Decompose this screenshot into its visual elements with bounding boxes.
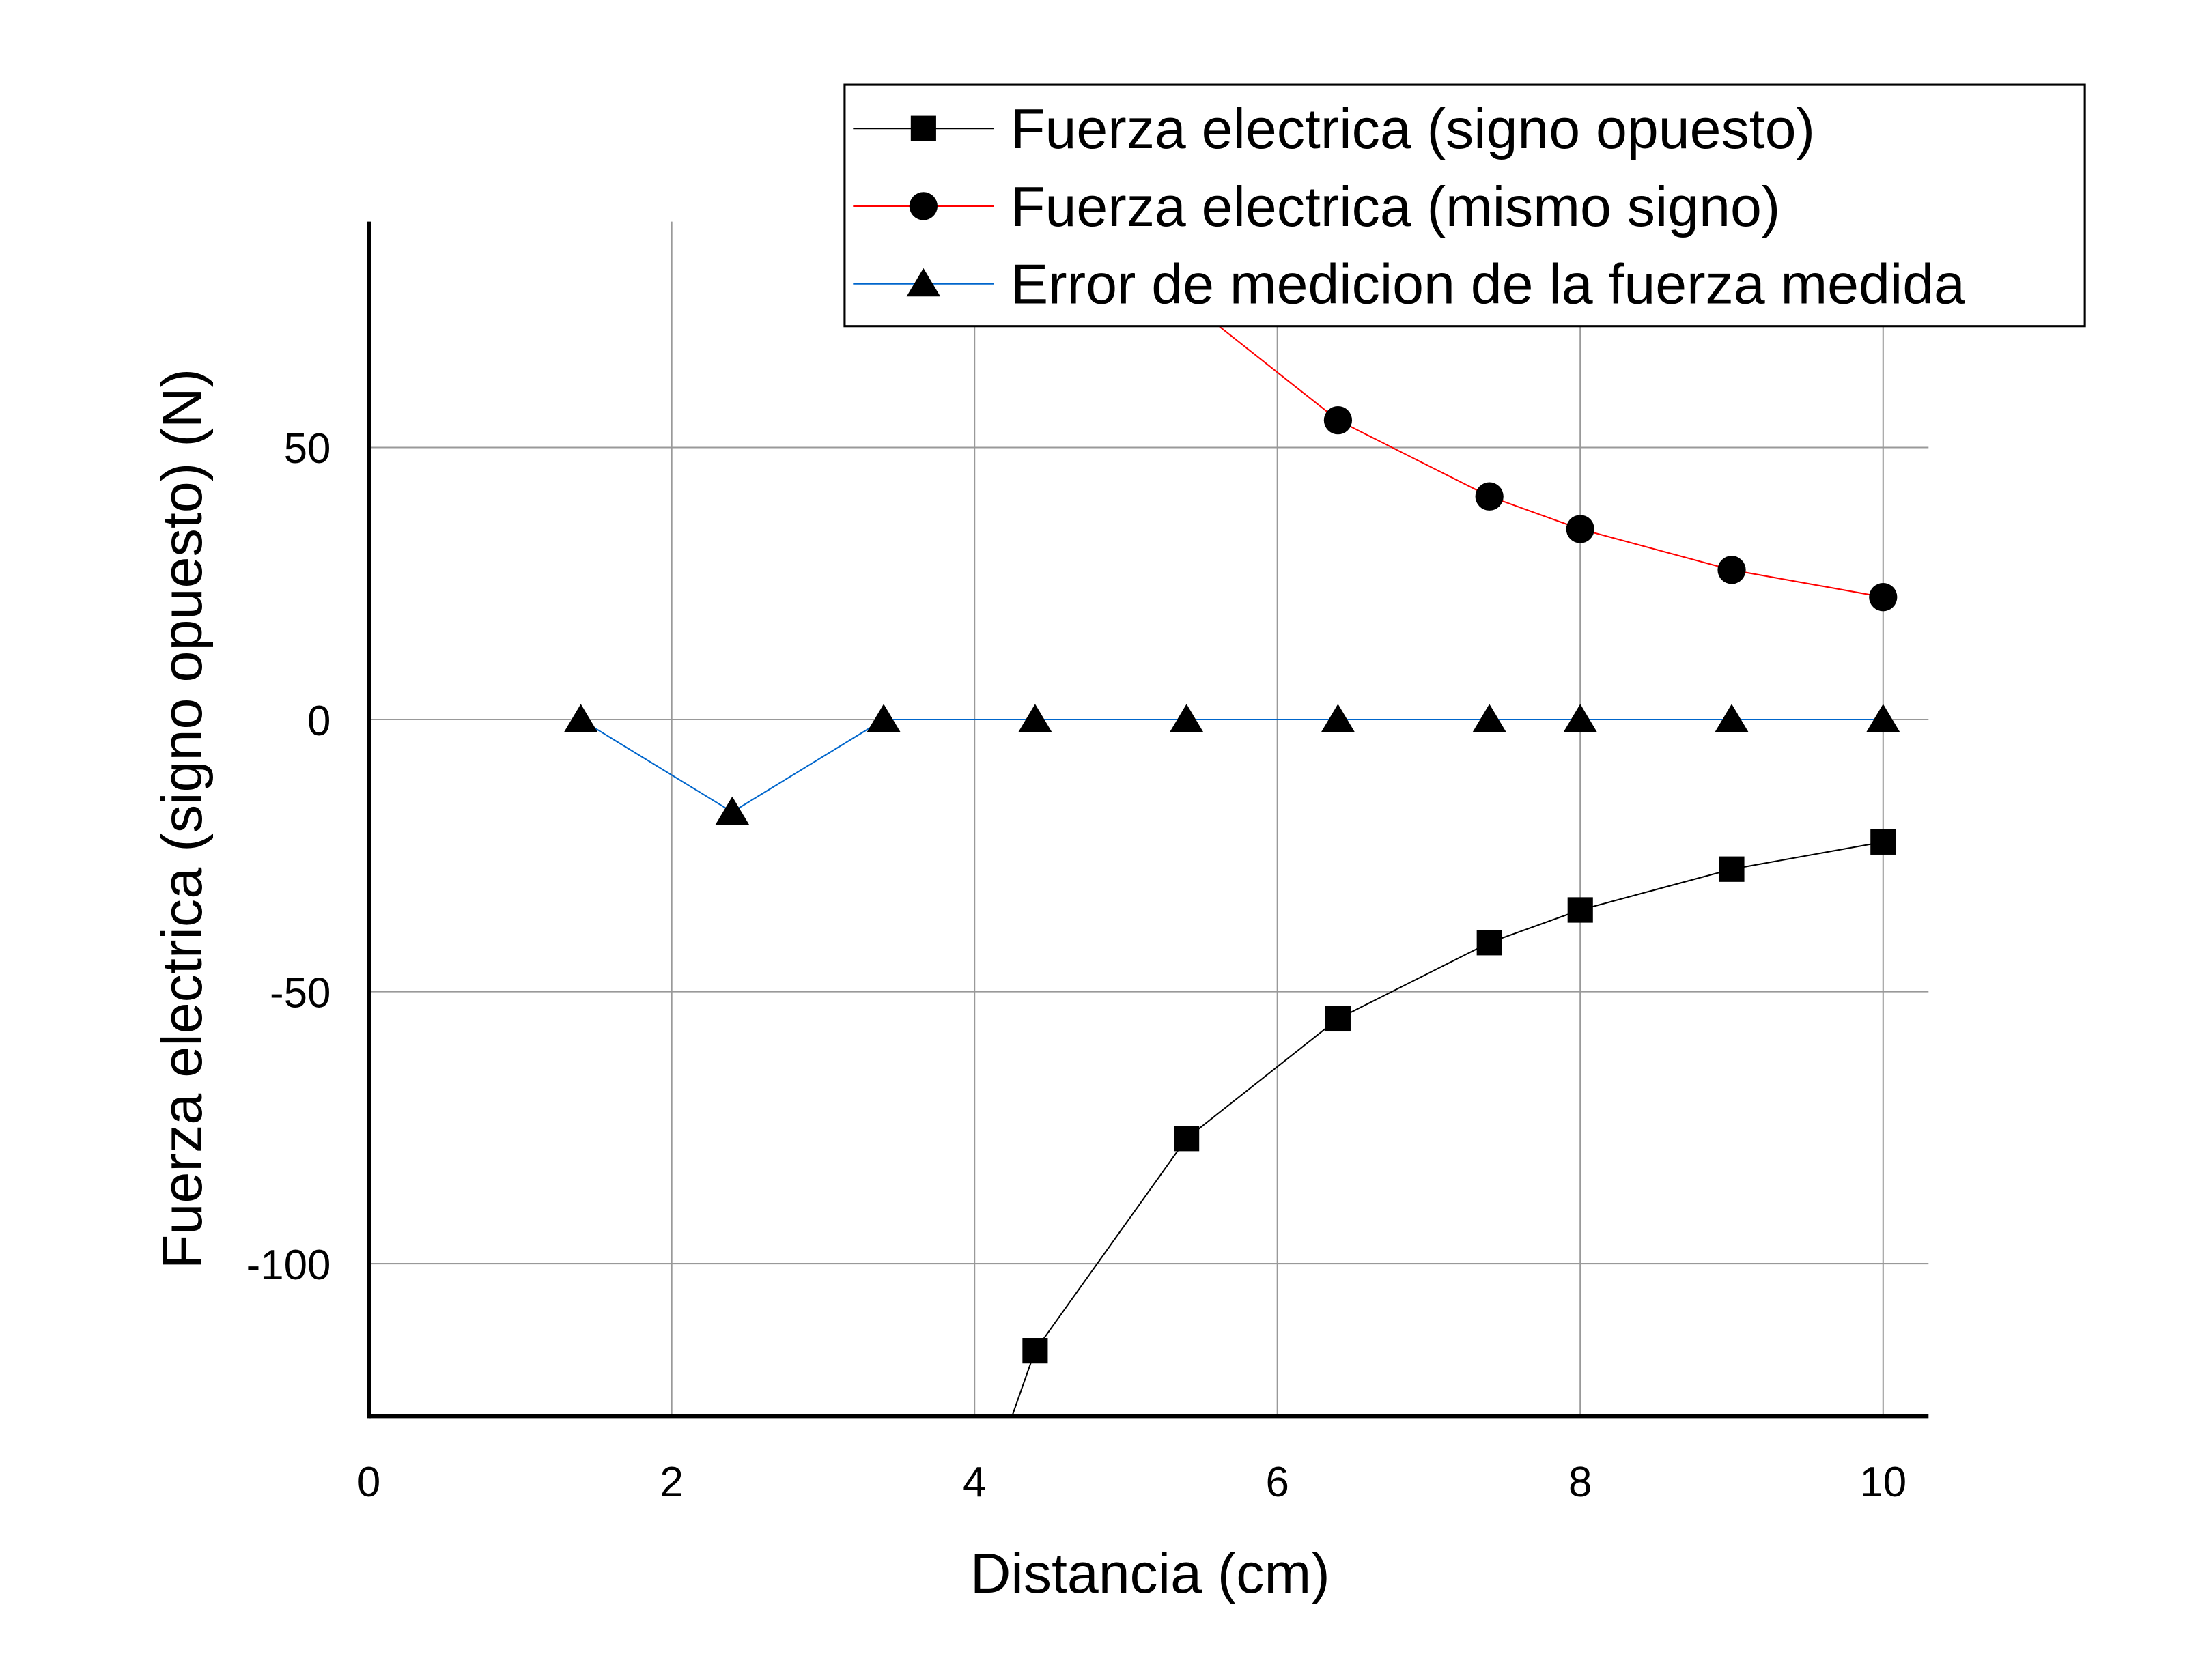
legend-label: Error de medicion de la fuerza medida [1011,253,1965,316]
legend-label: Fuerza electrica (mismo signo) [1011,175,1780,238]
marker [1174,1126,1200,1152]
x-tick-label: 2 [660,1459,683,1506]
y-tick-label: 0 [307,698,330,745]
plot-area [563,221,1900,1416]
grid [368,221,1929,1416]
legend-label: Fuerza electrica (signo opuesto) [1011,97,1815,160]
marker [563,704,598,732]
marker [1022,1338,1048,1364]
marker [715,796,750,825]
x-tick-label: 0 [357,1459,380,1506]
y-tick-label: -100 [247,1242,331,1289]
marker [1715,704,1749,732]
x-tick-label: 4 [963,1459,986,1506]
x-tick-label: 6 [1266,1459,1289,1506]
marker [1476,930,1502,956]
marker [910,115,936,141]
marker [1563,704,1597,732]
marker [1870,829,1896,855]
marker [1475,482,1504,511]
x-axis-label: Distancia (cm) [970,1541,1330,1605]
legend: Fuerza electrica (signo opuesto) Fuerza e… [843,83,2086,328]
marker [1717,556,1746,584]
y-axis-label: Fuerza electrica (signo opuesto) (N) [150,369,214,1269]
y-tick-label: 50 [284,425,331,472]
marker [1321,704,1355,732]
marker [1567,897,1593,923]
marker [1472,704,1506,732]
marker [1323,405,1353,435]
marker [867,704,901,732]
marker [909,192,938,220]
x-tick-label: 8 [1568,1459,1592,1506]
series-line [580,718,1883,813]
marker [1325,1006,1351,1032]
marker [1018,704,1052,732]
y-tick-label: -50 [270,969,330,1016]
marker [1869,582,1898,612]
axes: 0 2 4 6 8 10 -100 -50 0 50 [247,221,1929,1506]
series-line [1129,221,1883,598]
marker [1866,704,1900,732]
marker [1719,856,1745,882]
marker [906,268,941,297]
legend-box [843,83,2086,328]
marker [1169,704,1204,732]
x-tick-label: 10 [1859,1459,1906,1506]
series-line [1011,841,1883,1416]
marker [1566,515,1594,543]
